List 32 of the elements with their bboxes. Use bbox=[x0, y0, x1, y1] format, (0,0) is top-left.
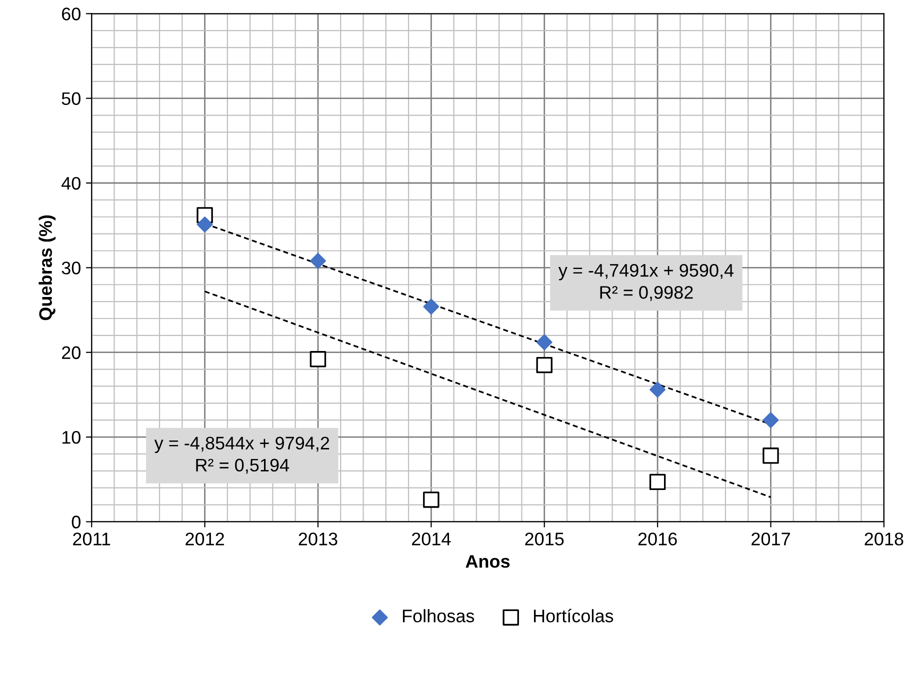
point bbox=[536, 334, 552, 350]
y-tick-label: 20 bbox=[62, 346, 80, 360]
x-tick-label: 2012 bbox=[186, 532, 224, 546]
y-tick-label: 50 bbox=[62, 92, 80, 106]
y-axis-title: Quebras (%) bbox=[38, 215, 56, 320]
point bbox=[423, 492, 440, 508]
legend-label: Folhosas bbox=[402, 609, 474, 622]
point bbox=[762, 412, 779, 428]
x-axis-title: Anos bbox=[466, 555, 510, 568]
x-tick-label: 2018 bbox=[864, 532, 904, 546]
x-tick-label: 2015 bbox=[525, 532, 564, 546]
x-tick-label: 2014 bbox=[412, 532, 451, 546]
y-tick-label: 40 bbox=[62, 176, 80, 190]
point bbox=[536, 356, 552, 374]
y-tick-label: 60 bbox=[62, 8, 80, 20]
annotation: y = -4,8544x + 9794,2 R² = 0,5194 bbox=[154, 436, 330, 474]
annotation: y = -4,7491x + 9590,4 R² = 0,9982 bbox=[558, 264, 734, 301]
x-tick-label: 2016 bbox=[638, 532, 677, 546]
y-tick-label: 10 bbox=[62, 430, 80, 444]
point bbox=[649, 474, 666, 490]
point bbox=[423, 298, 440, 315]
point bbox=[310, 252, 326, 269]
point bbox=[650, 382, 666, 398]
y-tick-label: 30 bbox=[62, 262, 80, 274]
legend-label: Hortícolas bbox=[534, 608, 614, 622]
point bbox=[762, 448, 779, 464]
x-tick-label: 2017 bbox=[752, 532, 790, 546]
x-tick-label: 2013 bbox=[298, 532, 338, 546]
x-tick-label: 2011 bbox=[73, 532, 110, 546]
y-tick-label: 0 bbox=[72, 516, 80, 528]
point bbox=[196, 216, 213, 232]
point bbox=[310, 351, 326, 368]
